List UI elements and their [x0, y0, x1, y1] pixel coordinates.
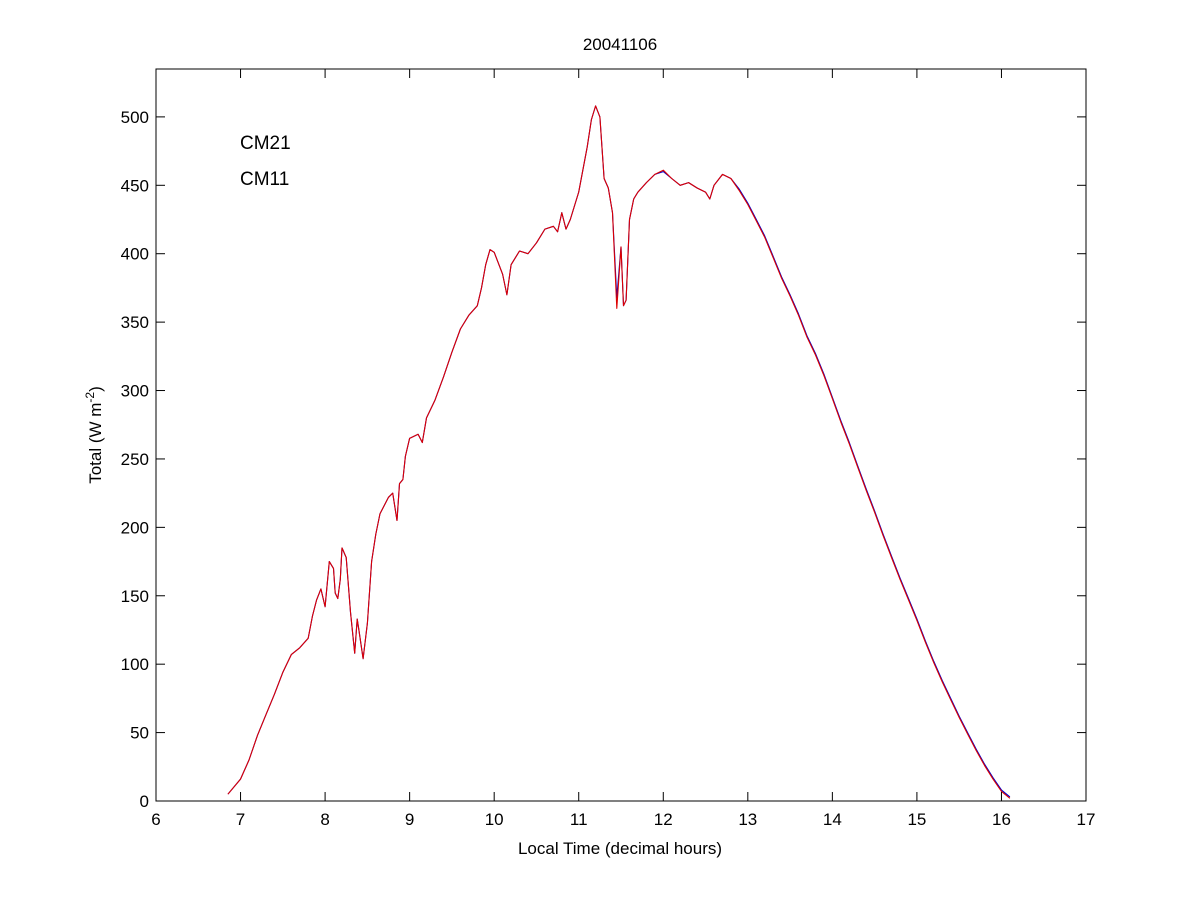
y-tick-label: 250: [121, 450, 149, 469]
y-axis-label-main: Total (W m: [86, 403, 105, 484]
x-tick-label: 13: [738, 810, 757, 829]
y-tick-label: 300: [121, 382, 149, 401]
chart-title: 20041106: [583, 35, 657, 54]
plot-frame: [155, 68, 1087, 802]
x-tick-label: 16: [992, 810, 1011, 829]
y-axis-label-superscript: -2: [83, 392, 97, 403]
x-tick-label: 12: [654, 810, 673, 829]
y-axis: 0 50 100 150 200 250 300 350 400 450 500: [121, 108, 1086, 811]
y-tick-label: 400: [121, 245, 149, 264]
x-axis-label: Local Time (decimal hours): [518, 839, 722, 858]
y-tick-label: 350: [121, 313, 149, 332]
y-tick-label: 200: [121, 518, 149, 537]
x-tick-label: 17: [1077, 810, 1096, 829]
x-axis: 6 7 8 9 10 11 12 13 14 15 16 17: [151, 69, 1095, 829]
x-tick-label: 15: [907, 810, 926, 829]
series-line-cm11: [227, 105, 1011, 799]
x-tick-label: 10: [485, 810, 504, 829]
legend: CM21 CM11: [240, 133, 291, 190]
legend-entry-cm21: CM21: [240, 133, 291, 154]
y-tick-label: 50: [130, 724, 149, 743]
y-tick-label: 150: [121, 587, 149, 606]
legend-entry-cm11: CM11: [240, 169, 289, 190]
x-tick-label: 6: [151, 810, 160, 829]
x-tick-label: 11: [570, 810, 588, 829]
x-tick-label: 14: [823, 810, 842, 829]
y-axis-label-close: ): [86, 386, 105, 392]
x-tick-label: 7: [236, 810, 245, 829]
series-layer: [227, 105, 1011, 799]
y-tick-label: 100: [121, 655, 149, 674]
x-tick-label: 9: [405, 810, 414, 829]
y-tick-label: 500: [121, 108, 149, 127]
x-tick-label: 8: [320, 810, 329, 829]
y-tick-label: 0: [140, 792, 149, 811]
y-tick-label: 450: [121, 176, 149, 195]
y-axis-label: Total (W m-2): [83, 386, 105, 484]
